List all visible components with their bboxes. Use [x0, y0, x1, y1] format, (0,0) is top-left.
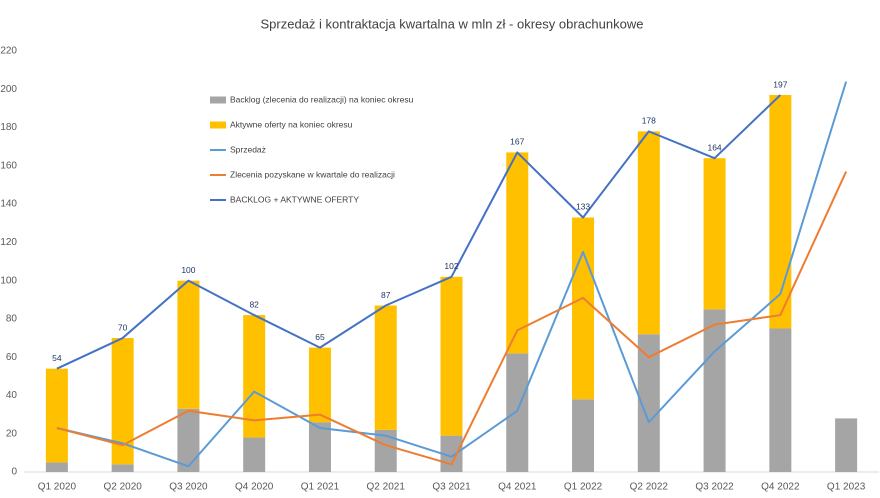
- bar: [177, 408, 200, 472]
- bar: [243, 315, 266, 438]
- y-tick-label: 60: [6, 352, 18, 363]
- chart-title: Sprzedaż i kontraktacja kwartalna w mln …: [261, 16, 644, 31]
- data-label: 178: [642, 116, 656, 126]
- x-tick-label: Q3 2021: [432, 482, 471, 493]
- bar: [769, 328, 792, 472]
- y-tick-label: 140: [0, 199, 17, 210]
- x-tick-label: Q1 2020: [38, 482, 77, 493]
- bar: [703, 158, 726, 310]
- bar: [374, 429, 397, 472]
- data-label: 197: [773, 79, 787, 89]
- legend-label: Backlog (zlecenia do realizacji) na koni…: [230, 94, 414, 104]
- x-tick-label: Q4 2022: [761, 482, 800, 493]
- legend-label: Zlecenia pozyskane w kwartale do realiza…: [230, 169, 395, 179]
- bar: [111, 464, 134, 472]
- bar: [637, 131, 660, 335]
- data-label: 167: [510, 137, 524, 147]
- y-tick-label: 200: [0, 84, 17, 95]
- bar: [111, 338, 134, 465]
- x-tick-label: Q2 2022: [630, 482, 669, 493]
- bar: [243, 437, 266, 472]
- x-tick-label: Q2 2021: [367, 482, 406, 493]
- data-label: 70: [118, 322, 128, 332]
- bar: [506, 353, 529, 472]
- bar: [506, 152, 529, 354]
- data-label: 102: [444, 261, 458, 271]
- bar: [572, 217, 595, 400]
- y-tick-label: 180: [0, 122, 17, 133]
- x-tick-label: Q4 2020: [235, 482, 274, 493]
- y-tick-label: 80: [6, 314, 18, 325]
- bar: [374, 305, 397, 430]
- bar: [637, 334, 660, 472]
- data-label: 65: [315, 332, 325, 342]
- bar: [308, 422, 331, 472]
- y-tick-label: 100: [0, 275, 17, 286]
- legend-swatch: [210, 96, 226, 104]
- x-tick-label: Q3 2020: [169, 482, 208, 493]
- bar: [835, 418, 858, 472]
- bar: [572, 399, 595, 472]
- line: [56, 81, 848, 468]
- bar: [769, 95, 792, 329]
- bar: [703, 309, 726, 472]
- x-tick-label: Q1 2021: [301, 482, 340, 493]
- y-tick-label: 120: [0, 237, 17, 248]
- legend-label: Aktywne oferty na koniec okresu: [230, 119, 353, 129]
- legend-label: Sprzedaż: [230, 144, 266, 154]
- bar: [177, 280, 200, 409]
- data-label: 100: [181, 265, 195, 275]
- x-tick-label: Q4 2021: [498, 482, 537, 493]
- y-tick-label: 20: [6, 428, 18, 439]
- bar: [308, 347, 331, 423]
- y-tick-label: 220: [0, 46, 17, 57]
- bar: [45, 368, 68, 463]
- data-label: 82: [249, 299, 259, 309]
- x-tick-label: Q1 2023: [827, 482, 866, 493]
- legend-swatch: [210, 121, 226, 129]
- data-label: 87: [381, 290, 391, 300]
- x-tick-label: Q2 2020: [103, 482, 142, 493]
- x-tick-label: Q1 2022: [564, 482, 603, 493]
- bar: [440, 276, 463, 436]
- line: [56, 94, 782, 370]
- data-label: 54: [52, 353, 62, 363]
- data-label: 133: [576, 202, 590, 212]
- legend-label: BACKLOG + AKTYWNE OFERTY: [230, 194, 359, 204]
- y-tick-label: 160: [0, 160, 17, 171]
- line: [56, 171, 848, 466]
- y-tick-label: 40: [6, 390, 18, 401]
- y-tick-label: 0: [11, 467, 17, 478]
- x-tick-label: Q3 2022: [695, 482, 734, 493]
- data-label: 164: [707, 142, 721, 152]
- bar: [45, 462, 68, 472]
